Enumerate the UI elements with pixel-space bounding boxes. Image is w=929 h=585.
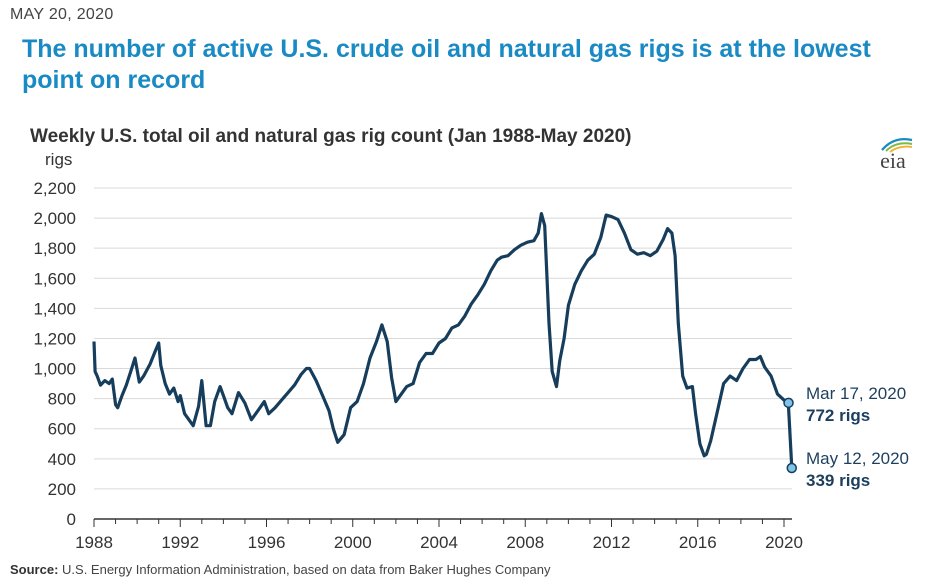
- eia-logo-arcs-icon: [881, 138, 913, 153]
- annotation-marker: [783, 397, 794, 409]
- eia-logo: eia: [868, 134, 918, 173]
- x-tick-label: 1992: [161, 533, 199, 552]
- x-tick-label: 1996: [248, 533, 286, 552]
- annotation-value: 339 rigs: [806, 470, 871, 490]
- eia-logo-text: eia: [880, 148, 906, 173]
- y-tick-label: 400: [48, 450, 76, 469]
- annotation-value: 772 rigs: [806, 405, 871, 425]
- chart-title: Weekly U.S. total oil and natural gas ri…: [30, 126, 632, 147]
- y-tick-label: 800: [48, 390, 76, 409]
- x-tick-label: 2000: [334, 533, 372, 552]
- y-tick-label: 2,000: [33, 209, 76, 228]
- series-line-total-rigs: [92, 212, 794, 469]
- x-tick-label: 2008: [506, 533, 544, 552]
- y-axis-label: rigs: [45, 150, 73, 169]
- y-tick-label: 1,800: [33, 239, 76, 258]
- y-tick-label: 1,400: [33, 299, 76, 318]
- y-tick-label: 2,200: [33, 179, 76, 198]
- y-tick-label: 1,000: [33, 360, 76, 379]
- x-tick-label: 2016: [679, 533, 717, 552]
- x-tick-label: 1988: [75, 533, 113, 552]
- x-tick-label: 2020: [765, 533, 803, 552]
- source-label: Source:: [10, 562, 59, 577]
- annotation-may-2020: May 12, 2020 339 rigs: [806, 448, 909, 492]
- publication-date: MAY 20, 2020: [10, 6, 114, 23]
- y-tick-label: 1,600: [33, 269, 76, 288]
- source-text: U.S. Energy Information Administration, …: [62, 562, 551, 577]
- x-tick-label: 2004: [420, 533, 458, 552]
- annotation-mar-2020: Mar 17, 2020 772 rigs: [806, 383, 906, 427]
- x-tick-label: 2012: [593, 533, 631, 552]
- y-tick-label: 1,200: [33, 329, 76, 348]
- annotation-date: May 12, 2020: [806, 448, 910, 468]
- y-tick-label: 0: [67, 510, 76, 529]
- source-note: Source: U.S. Energy Information Administ…: [10, 562, 551, 577]
- annotation-date: Mar 17, 2020: [806, 383, 907, 403]
- annotation-marker: [786, 462, 798, 474]
- y-tick-label: 600: [48, 420, 76, 439]
- page-title: The number of active U.S. crude oil and …: [22, 35, 871, 94]
- y-tick-label: 200: [48, 480, 76, 499]
